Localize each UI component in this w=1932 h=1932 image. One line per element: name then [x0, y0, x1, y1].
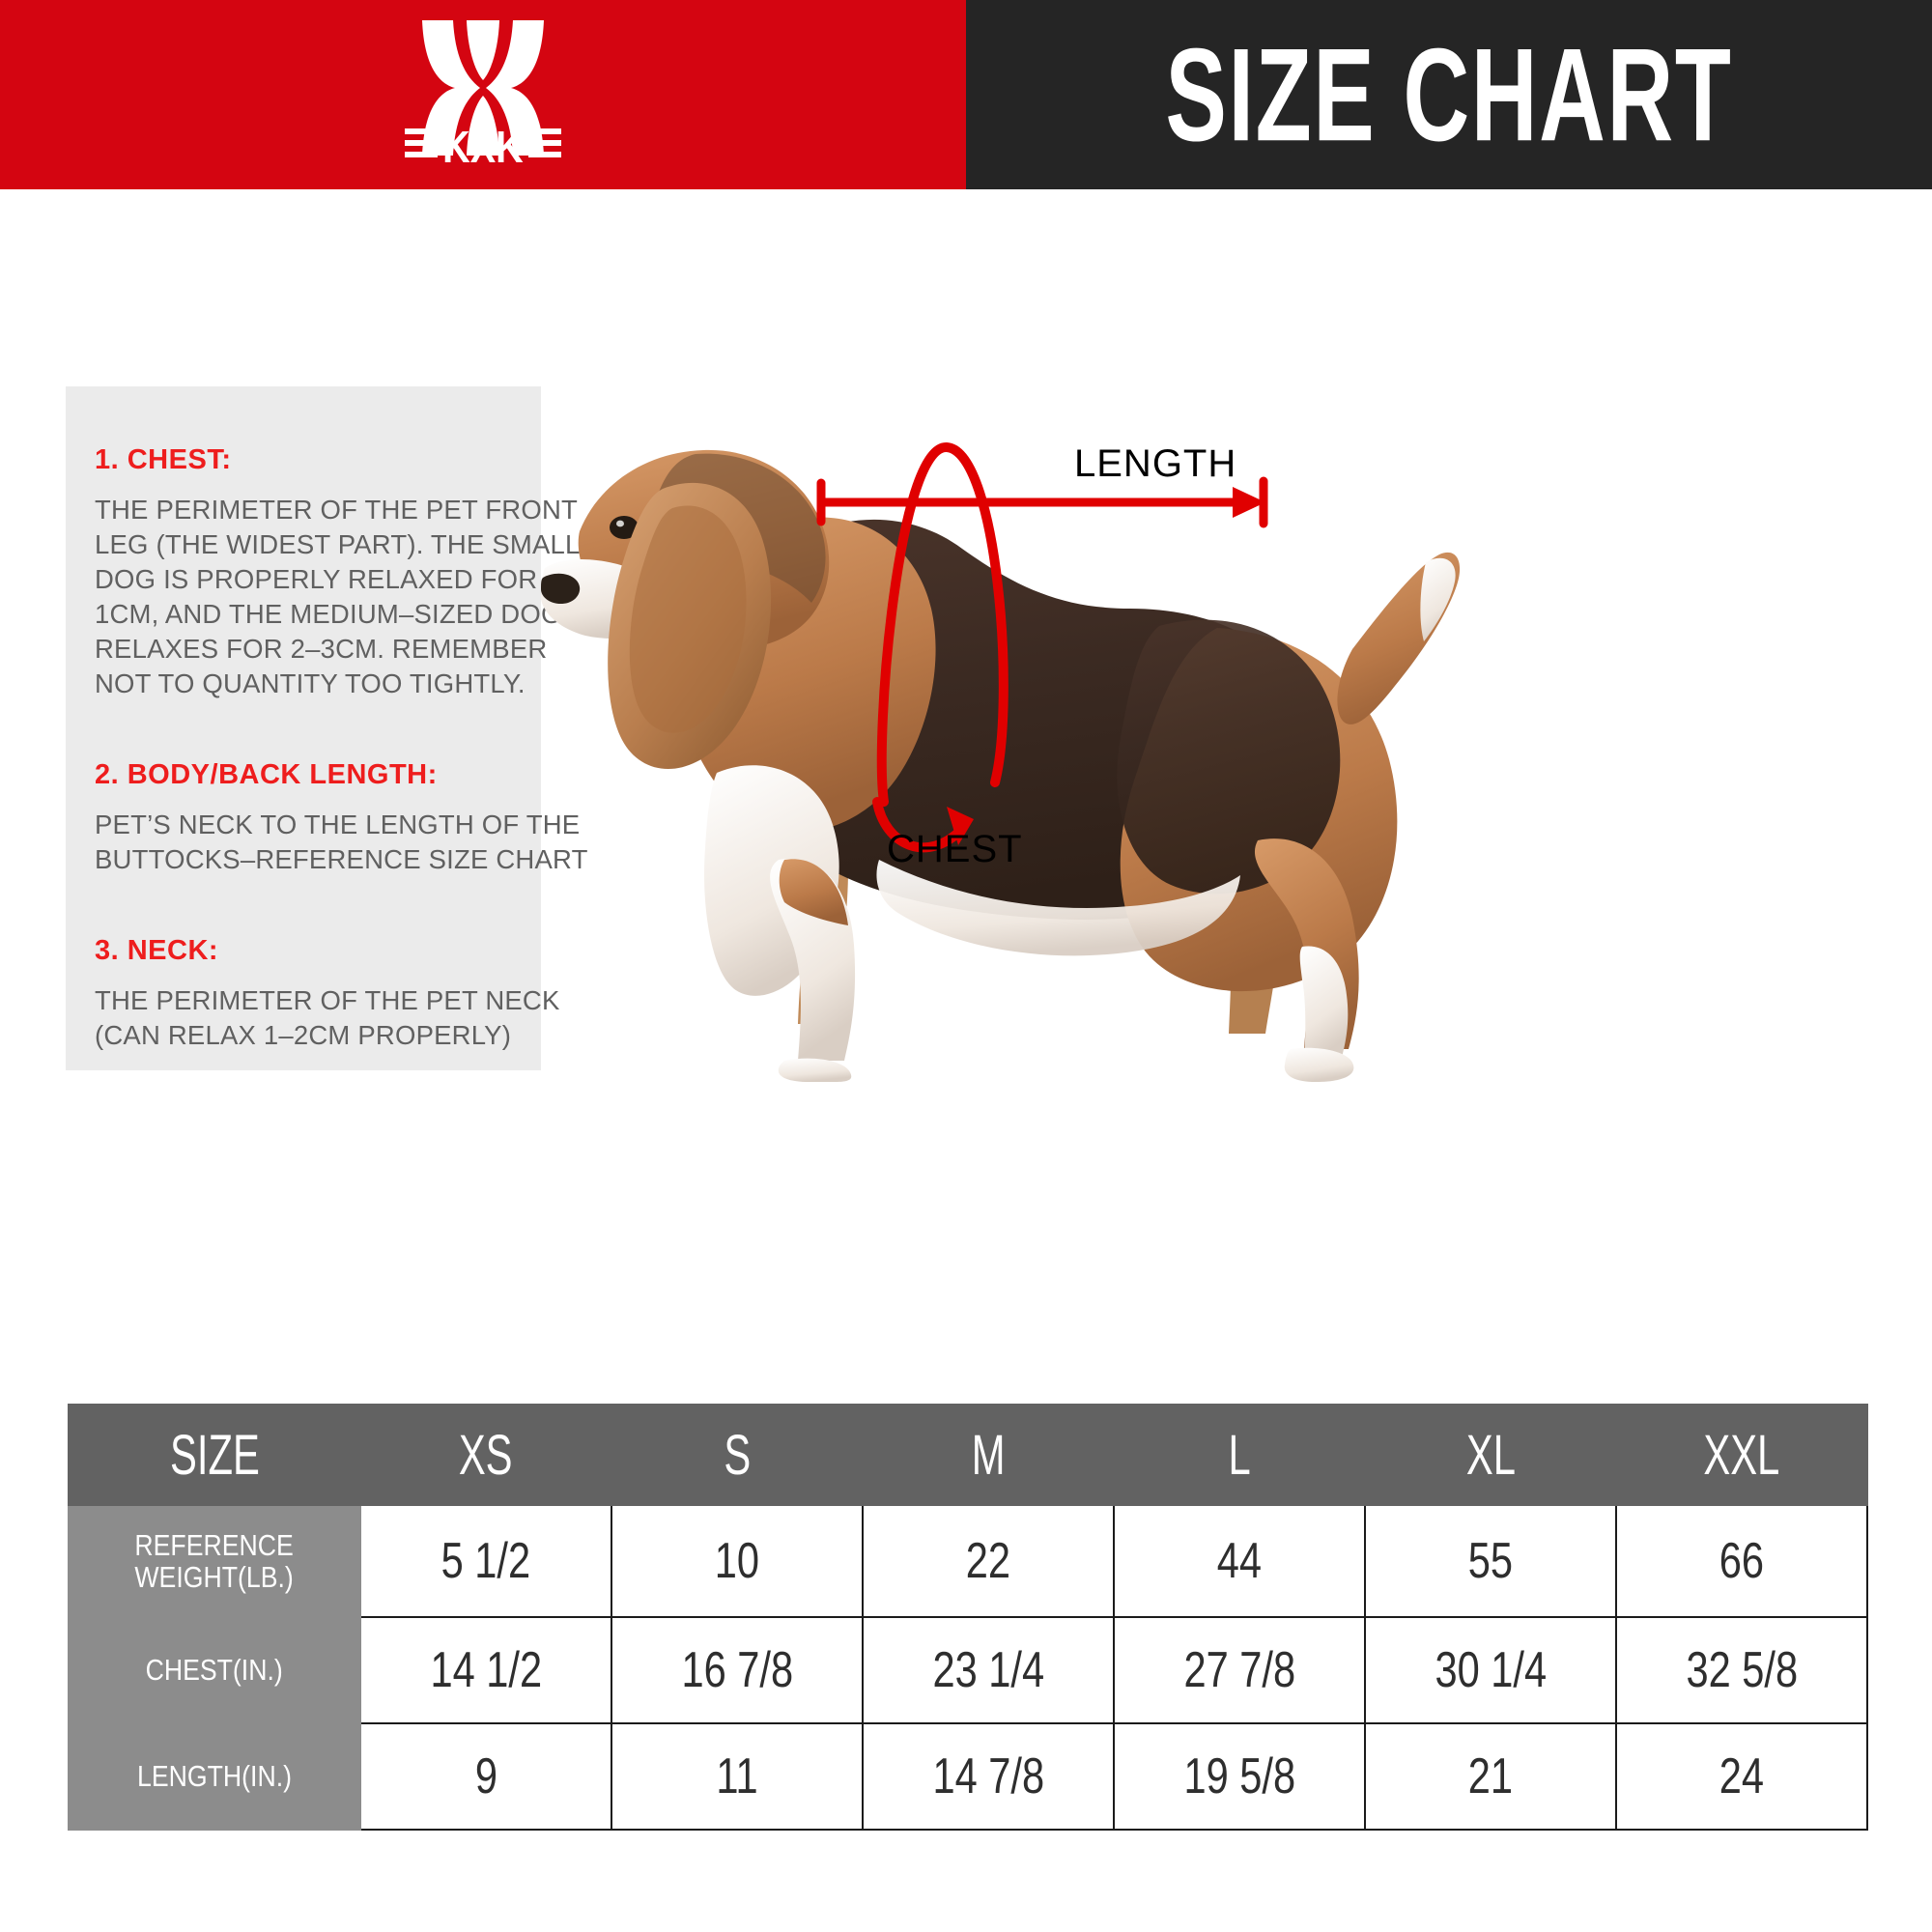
column-header-xs: XS: [359, 1404, 612, 1506]
cell-chest-xl: 30 1/4: [1364, 1616, 1617, 1724]
instruction-body-chest: THE PERIMETER OF THE PET FRONT LEG (THE …: [95, 495, 580, 699]
cell-chest-s: 16 7/8: [611, 1616, 864, 1724]
cell-length-xxl: 24: [1615, 1722, 1868, 1831]
dog-body-shape: [541, 449, 1461, 1082]
cell-weight-s: 10: [611, 1504, 864, 1618]
row-header-length: LENGTH(IN.): [68, 1722, 361, 1831]
cell-length-s: 11: [611, 1722, 864, 1831]
row-header-reference-weight: REFERENCE WEIGHT(LB.): [68, 1504, 361, 1618]
cell-weight-m: 22: [862, 1504, 1115, 1618]
page-title-banner: SIZE CHART: [966, 0, 1932, 189]
length-measure-label: LENGTH: [1074, 442, 1237, 485]
size-table: SIZE XS S M L XL XXL REFERENCE WEIGHT(LB…: [68, 1404, 1868, 1831]
cell-length-m: 14 7/8: [862, 1722, 1115, 1831]
cell-length-l: 19 5/8: [1113, 1722, 1366, 1831]
table-row: REFERENCE WEIGHT(LB.) 5 1/2 10 22 44 55 …: [68, 1504, 1868, 1618]
cell-weight-xxl: 66: [1615, 1504, 1868, 1618]
instruction-body-body-length: PET’S NECK TO THE LENGTH OF THE BUTTOCKS…: [95, 810, 588, 875]
column-header-xxl: XXL: [1615, 1404, 1868, 1506]
column-header-xl: XL: [1364, 1404, 1617, 1506]
instruction-body-neck: THE PERIMETER OF THE PET NECK (CAN RELAX…: [95, 985, 560, 1051]
cell-chest-xs: 14 1/2: [359, 1616, 612, 1724]
column-header-s: S: [611, 1404, 864, 1506]
page-title: SIZE CHART: [1165, 20, 1733, 169]
svg-text:KXK: KXK: [442, 123, 524, 172]
cell-chest-xxl: 32 5/8: [1615, 1616, 1868, 1724]
measurement-instructions-panel: 1. CHEST: THE PERIMETER OF THE PET FRONT…: [66, 386, 587, 1070]
size-table-container: SIZE XS S M L XL XXL REFERENCE WEIGHT(LB…: [68, 1404, 1868, 1831]
dog-illustration: LENGTH CHEST: [541, 319, 1517, 1082]
instruction-title-body-length: 2. BODY/BACK LENGTH:: [95, 759, 438, 791]
instruction-title-neck: 3. NECK:: [95, 935, 219, 967]
brand-banner: KXK: [0, 0, 966, 189]
instruction-title-chest: 1. CHEST:: [95, 444, 232, 475]
cell-length-xl: 21: [1364, 1722, 1617, 1831]
cell-weight-l: 44: [1113, 1504, 1366, 1618]
cell-chest-l: 27 7/8: [1113, 1616, 1366, 1724]
cell-chest-m: 23 1/4: [862, 1616, 1115, 1724]
page-header: KXK SIZE CHART: [0, 0, 1932, 189]
chest-measure-label: CHEST: [887, 828, 1023, 870]
column-header-m: M: [862, 1404, 1115, 1506]
table-row: CHEST(IN.) 14 1/2 16 7/8 23 1/4 27 7/8 3…: [68, 1616, 1868, 1724]
measurement-overlay: [816, 441, 1268, 853]
cell-weight-xs: 5 1/2: [359, 1504, 612, 1618]
kxk-logo: KXK: [372, 13, 594, 177]
column-header-l: L: [1113, 1404, 1366, 1506]
table-header-row: SIZE XS S M L XL XXL: [68, 1404, 1868, 1506]
column-header-size: SIZE: [68, 1404, 361, 1506]
cell-weight-xl: 55: [1364, 1504, 1617, 1618]
cell-length-xs: 9: [359, 1722, 612, 1831]
row-header-chest: CHEST(IN.): [68, 1616, 361, 1724]
table-row: LENGTH(IN.) 9 11 14 7/8 19 5/8 21 24: [68, 1722, 1868, 1831]
